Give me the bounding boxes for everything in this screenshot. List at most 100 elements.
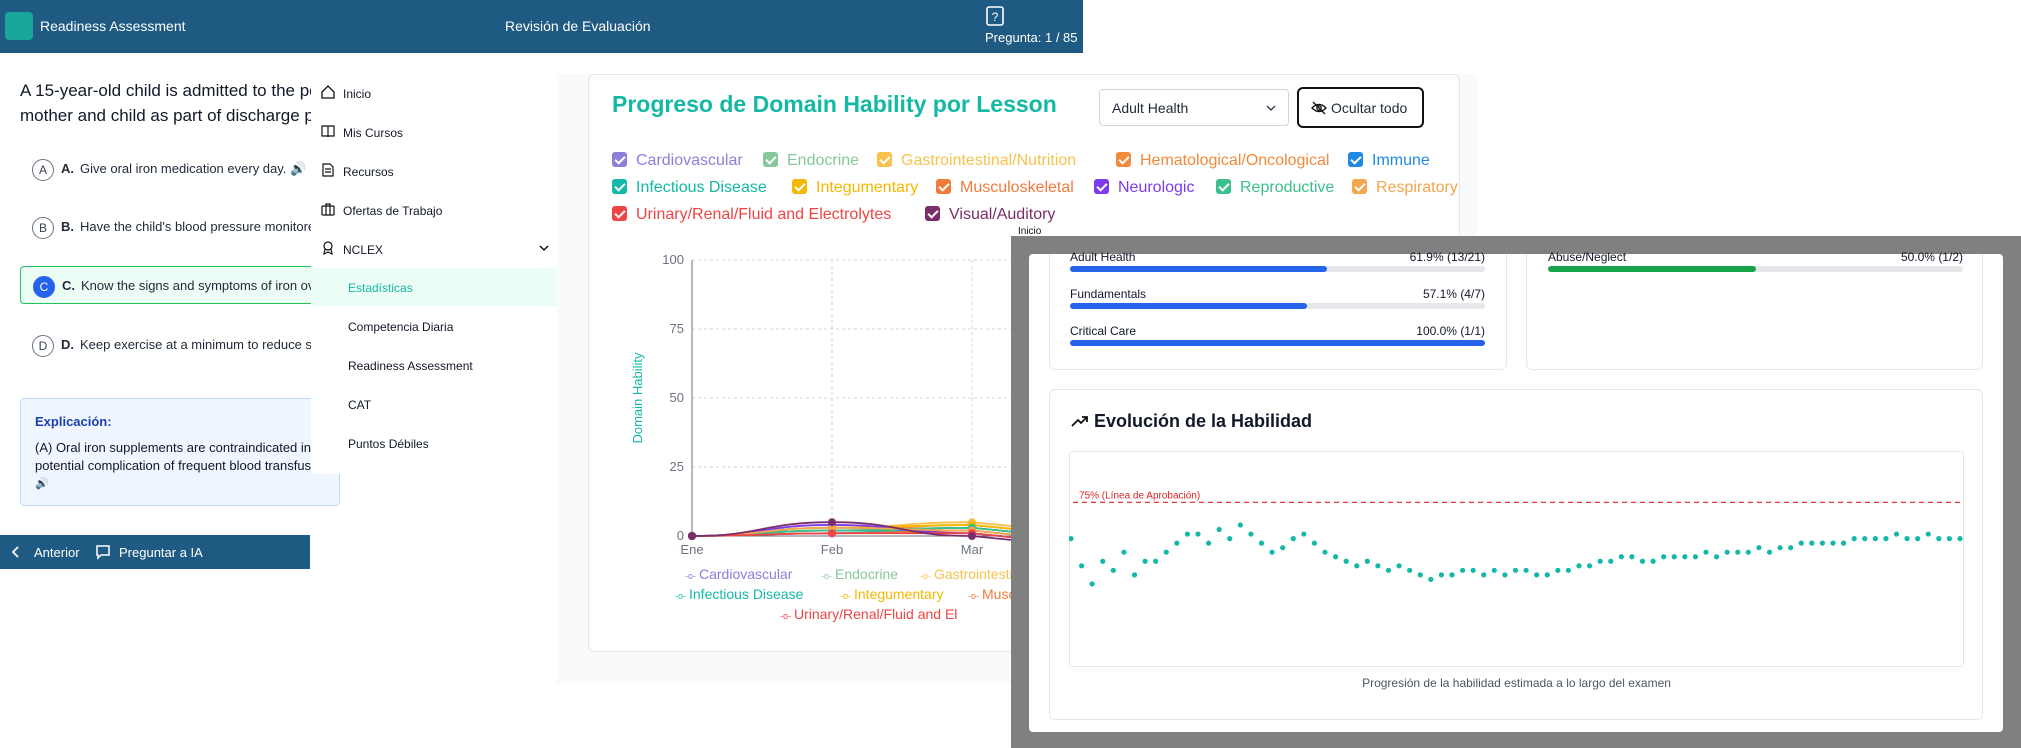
- ability-point: [1216, 526, 1222, 533]
- x-tick-label: Feb: [821, 542, 843, 557]
- ability-point: [1237, 522, 1243, 528]
- ability-point: [1470, 567, 1476, 573]
- progress-track: [1548, 266, 1963, 272]
- evolution-title: Evolución de la Habilidad: [1094, 411, 1313, 431]
- explanation-speaker-icon[interactable]: 🔊: [35, 478, 49, 490]
- lesson-bars: Adult Health 61.9% (13/21) Fundamentals 57.…: [1070, 250, 1485, 350]
- sidebar-item-label: Recursos: [343, 165, 394, 179]
- prev-button[interactable]: Anterior: [34, 545, 80, 560]
- legend-checkbox[interactable]: [1116, 152, 1131, 167]
- ability-point: [1089, 581, 1095, 587]
- ability-point: [1121, 549, 1127, 555]
- book-icon: [321, 125, 335, 138]
- legend-checkbox[interactable]: [877, 152, 892, 167]
- x-tick-label: Ene: [680, 542, 703, 557]
- bottom-legend-item[interactable]: -o- Endocrine: [821, 566, 898, 582]
- scatter-frame: [1069, 451, 1964, 667]
- domain-select[interactable]: Adult Health: [1099, 89, 1289, 126]
- option-c-selected[interactable]: C C. Know the signs and symptoms of iron …: [20, 266, 320, 304]
- ability-point: [1301, 531, 1307, 537]
- speaker-icon[interactable]: 🔊: [290, 161, 307, 176]
- ability-point: [1174, 540, 1180, 546]
- bottom-legend-item[interactable]: -o- Urinary/Renal/Fluid and El: [780, 606, 957, 622]
- sidebar-active-highlight: [311, 268, 557, 306]
- ability-point: [1100, 558, 1106, 564]
- sidebar-subitem-cat[interactable]: CAT: [348, 398, 372, 412]
- legend-checkbox[interactable]: [1216, 179, 1231, 194]
- legend-checkbox[interactable]: [763, 152, 778, 167]
- option-a[interactable]: A A. Give oral iron medication every day.…: [20, 150, 320, 188]
- legend-label: Hematological/Oncological: [1140, 152, 1330, 169]
- ability-point: [1597, 558, 1603, 564]
- bottom-legend-item[interactable]: -o- Integumentary: [840, 586, 944, 602]
- legend-marker-icon: -o-: [968, 591, 979, 601]
- ability-point: [1248, 531, 1254, 537]
- question-file-icon[interactable]: ?: [986, 6, 1004, 26]
- home-icon: [321, 85, 335, 99]
- ability-point: [1142, 558, 1148, 564]
- legend-marker-icon: -o-: [685, 571, 696, 581]
- ability-point: [1396, 563, 1402, 569]
- lesson-breakdown-card: [1049, 254, 1507, 370]
- series-point: [828, 518, 836, 527]
- ability-point: [1407, 567, 1413, 573]
- option-a-circle: A: [32, 159, 54, 181]
- y-tick-label: 100: [662, 252, 684, 267]
- legend-label: Integumentary: [816, 179, 919, 196]
- ability-point: [1735, 549, 1741, 555]
- legend-checkbox[interactable]: [1352, 179, 1367, 194]
- bottom-legend-item[interactable]: -o- Infectious Disease: [675, 586, 803, 602]
- ability-point: [1904, 536, 1910, 542]
- legend-checkbox[interactable]: [936, 179, 951, 194]
- sidebar-subitem-competencia[interactable]: Competencia Diaria: [348, 320, 454, 334]
- ability-point: [1565, 567, 1572, 573]
- bottom-legend-label: Integumentary: [854, 586, 944, 602]
- option-a-letter: A.: [61, 161, 74, 176]
- ability-point: [1915, 536, 1921, 542]
- briefcase-icon: [321, 203, 335, 216]
- chevron-down-icon: [539, 245, 549, 252]
- ability-point: [1417, 572, 1423, 578]
- legend-checkbox[interactable]: [612, 206, 627, 221]
- sidebar-subitem-readiness[interactable]: Readiness Assessment: [348, 359, 473, 373]
- ability-point: [1258, 540, 1265, 546]
- ability-point: [1639, 558, 1646, 564]
- bottom-legend-item[interactable]: -o- Cardiovascular: [685, 566, 792, 582]
- bottom-legend-item[interactable]: -o- Gastrointestinal: [920, 566, 1031, 582]
- series-point: [968, 532, 976, 540]
- legend-label: Endocrine: [787, 152, 860, 169]
- progress-row: Critical Care 100.0% (1/1): [1070, 324, 1485, 348]
- ability-point: [1343, 558, 1349, 564]
- option-b[interactable]: B B. Have the child's blood pressure moni…: [20, 208, 320, 246]
- explanation-line-2: potential complication of frequent blood…: [35, 458, 314, 473]
- domain-select-value: Adult Health: [1112, 100, 1189, 116]
- ability-point: [1544, 572, 1550, 578]
- hide-all-button[interactable]: Ocultar todo: [1297, 87, 1424, 128]
- sidebar-subitem-puntos[interactable]: Puntos Débiles: [348, 437, 429, 451]
- legend-checkbox[interactable]: [925, 206, 940, 221]
- option-d[interactable]: D D. Keep exercise at a minimum to reduce…: [20, 326, 320, 364]
- ability-point: [1946, 536, 1953, 542]
- option-c-letter: C.: [62, 278, 75, 293]
- y-tick-label: 25: [670, 459, 684, 474]
- legend-checkbox[interactable]: [792, 179, 807, 194]
- app-title: Readiness Assessment: [40, 18, 186, 34]
- ability-point: [1883, 536, 1889, 542]
- ability-point: [1713, 554, 1720, 560]
- legend-checkbox[interactable]: [1094, 179, 1109, 194]
- ability-point: [1195, 531, 1201, 537]
- ability-point: [1428, 576, 1434, 582]
- ability-point: [1957, 536, 1963, 542]
- explanation-body: (A) Oral iron supplements are contraindi…: [35, 439, 365, 493]
- progress-label: Abuse/Neglect: [1548, 250, 1627, 264]
- evolution-caption: Progresión de la habilidad estimada a lo…: [1362, 676, 1671, 690]
- legend-checkbox[interactable]: [1348, 152, 1363, 167]
- ability-point: [1523, 567, 1529, 573]
- explanation-box: Explicación: (A) Oral iron supplements a…: [20, 398, 340, 506]
- ask-ai-button[interactable]: Preguntar a IA: [119, 545, 203, 560]
- chart-bottom-legend: -o- Cardiovascular -o- Endocrine -o- Gastroin…: [640, 566, 1048, 626]
- legend-checkbox[interactable]: [612, 179, 627, 194]
- legend-checkbox[interactable]: [612, 152, 627, 167]
- sidebar-subitem-estadisticas[interactable]: Estadísticas: [348, 281, 413, 295]
- trending-up-icon: [1071, 416, 1088, 427]
